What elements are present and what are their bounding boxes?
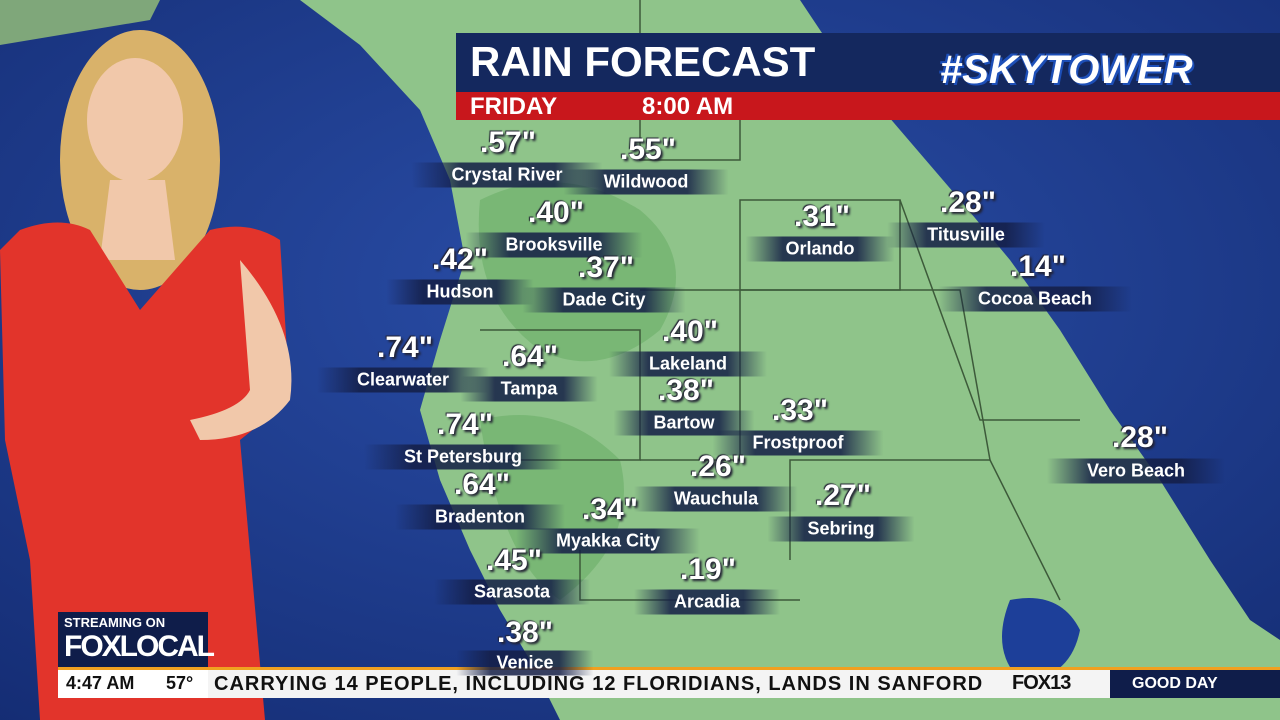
ticker: CARRYING 14 PEOPLE, INCLUDING 12 FLORIDI…: [214, 673, 984, 695]
city-name: Tampa: [460, 376, 598, 402]
rain-amount: .27": [815, 479, 871, 512]
temperature: 57°: [166, 673, 194, 693]
title-bar: [456, 33, 1280, 92]
city-name: Orlando: [745, 236, 895, 262]
rain-amount: .28": [1112, 421, 1168, 454]
brand: #SKYTOWER: [940, 48, 1193, 92]
city-name: Sebring: [767, 516, 915, 542]
rain-amount: .34": [582, 493, 638, 526]
presenter: [0, 30, 292, 720]
rain-amount: .14": [1010, 250, 1066, 283]
rain-amount: .38": [658, 374, 714, 407]
rain-amount: .33": [772, 394, 828, 427]
rain-amount: .38": [497, 616, 553, 649]
city-name: Vero Beach: [1046, 458, 1226, 484]
ticker-rule: [58, 667, 1280, 670]
title: RAIN FORECAST: [470, 38, 816, 85]
city-name: Frostproof: [712, 430, 884, 456]
rain-amount: .31": [794, 200, 850, 233]
arm: [190, 260, 292, 440]
dress: [0, 222, 290, 720]
rain-area: [478, 182, 676, 362]
show-box: [1110, 670, 1280, 698]
network: FOXLOCAL: [64, 630, 215, 663]
rain-amount: .19": [680, 553, 736, 586]
rain-amount: .45": [486, 544, 542, 577]
rain-amount: .57": [480, 126, 536, 159]
rain-amount: .40": [662, 315, 718, 348]
show: GOOD DAY: [1132, 675, 1218, 692]
time: 8:00 AM: [642, 93, 734, 120]
city-name: St Petersburg: [363, 444, 563, 470]
clock-box: [58, 670, 208, 698]
city-name: Myakka City: [515, 528, 701, 554]
city-name: Wildwood: [563, 169, 729, 195]
city-name: Sarasota: [433, 579, 591, 605]
network-box: [58, 612, 208, 668]
city-name: Lakeland: [608, 351, 768, 377]
city-name: Venice: [456, 650, 594, 676]
rain-amount: .28": [940, 186, 996, 219]
land-nw: [0, 0, 160, 45]
rain-amount: .55": [620, 133, 676, 166]
city-name: Arcadia: [633, 589, 781, 615]
rain-amount: .42": [432, 243, 488, 276]
rain-amount: .64": [502, 340, 558, 373]
city-name: Bradenton: [395, 504, 565, 530]
streaming: STREAMING ON: [64, 615, 166, 630]
rain-amount: .74": [437, 408, 493, 441]
ticker-bar: [208, 670, 1280, 698]
city-name: Titusville: [887, 222, 1045, 248]
rain-amount: .37": [578, 251, 634, 284]
neck: [100, 180, 175, 260]
subtitle-bar: [456, 92, 1280, 120]
lake-okeechobee: [1002, 598, 1080, 680]
day: FRIDAY: [470, 93, 558, 120]
clock: 4:47 AM: [66, 673, 135, 693]
rain-amount: .40": [528, 196, 584, 229]
station: FOX13: [1012, 672, 1071, 694]
rain-amount: .26": [690, 450, 746, 483]
city-name: Dade City: [522, 287, 686, 313]
face: [87, 58, 183, 182]
rain-amount: .64": [454, 468, 510, 501]
city-name: Cocoa Beach: [937, 286, 1133, 312]
city-name: Bartow: [613, 410, 755, 436]
city-name: Brooksville: [465, 232, 643, 258]
city-name: Clearwater: [316, 367, 490, 393]
city-name: Hudson: [386, 279, 534, 305]
rain-amount: .74": [377, 331, 433, 364]
city-name: Wauchula: [633, 486, 799, 512]
